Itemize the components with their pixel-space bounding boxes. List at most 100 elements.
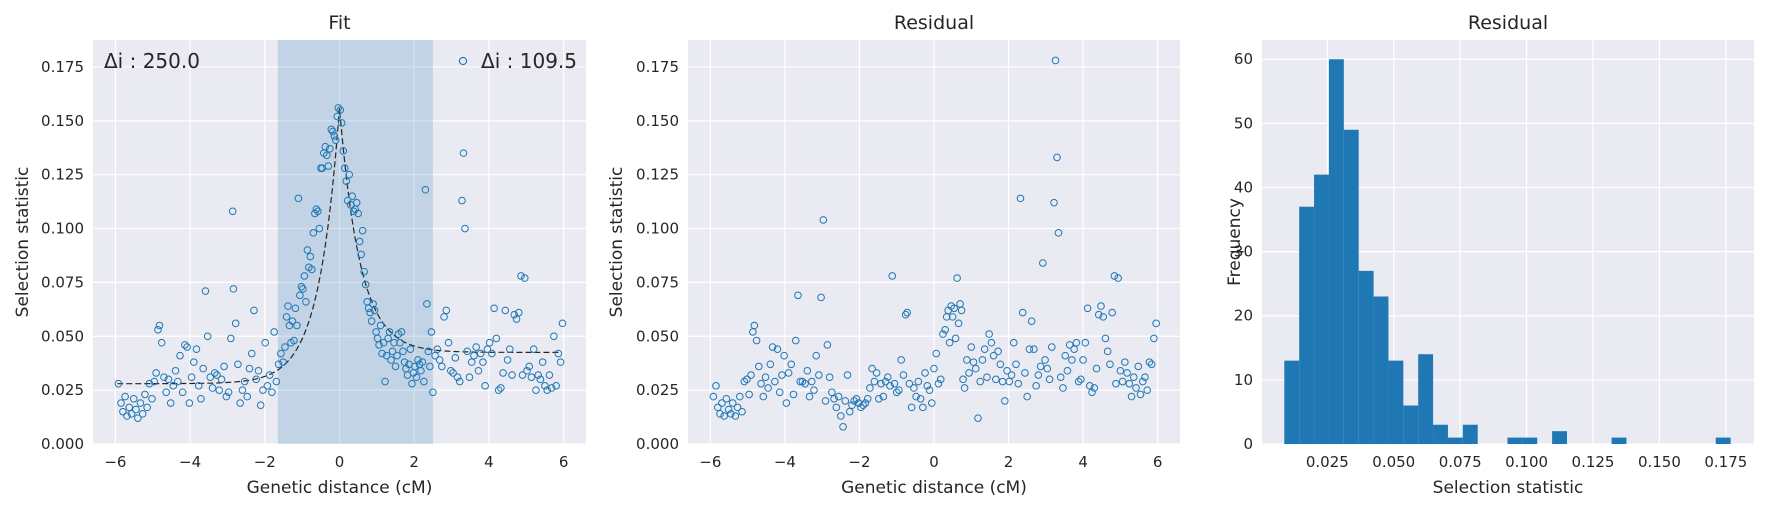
residual-scatter-point xyxy=(1090,384,1099,392)
fit-point xyxy=(327,125,336,134)
fit-point xyxy=(250,306,258,315)
fit-point xyxy=(328,127,337,136)
residual-scatter-point xyxy=(1072,338,1081,347)
residual-scatter-point xyxy=(815,371,823,379)
residual-scatter-point xyxy=(939,330,947,338)
residual-scatter-point xyxy=(861,399,870,407)
residual-scatter-point xyxy=(823,341,832,349)
fit-point xyxy=(194,382,203,390)
residual-scatter-point xyxy=(994,347,1002,356)
residual-scatter-point xyxy=(784,369,793,377)
histogram-bar xyxy=(1522,437,1538,444)
fit-point xyxy=(558,319,567,328)
fit-point xyxy=(527,373,536,382)
fit-point xyxy=(543,386,551,394)
fit-y-axis-label: Selection statistic xyxy=(13,167,33,318)
residual-scatter-point xyxy=(992,375,1000,384)
residual-scatter-point xyxy=(1053,153,1061,162)
fit-point xyxy=(272,377,281,386)
residual-scatter-point xyxy=(978,356,987,364)
residual-scatter-point xyxy=(927,399,936,407)
fit-title: Fit xyxy=(328,12,350,34)
fit-point xyxy=(309,229,318,237)
residual-scatter-point xyxy=(727,410,735,418)
residual-scatter-point xyxy=(985,330,993,338)
residual-scatter-point xyxy=(1150,334,1158,343)
residual-histogram-x-tick-label: 0.050 xyxy=(1372,453,1415,471)
fit-point xyxy=(399,347,407,356)
fit-point xyxy=(488,349,496,358)
fit-point xyxy=(345,170,354,179)
fit-y-tick-label: 0.050 xyxy=(41,327,84,345)
residual-scatter-point xyxy=(747,371,755,379)
fit-point xyxy=(150,377,159,386)
fit-point xyxy=(247,349,256,358)
fit-point xyxy=(143,403,151,412)
fit-point xyxy=(270,328,278,336)
residual-scatter-x-axis-label: Genetic distance (cM) xyxy=(841,478,1027,498)
residual-scatter-point xyxy=(724,405,733,414)
fit-point xyxy=(556,358,565,366)
fit-point xyxy=(525,362,534,371)
fit-x-tick-label: 0 xyxy=(335,453,345,471)
fit-point xyxy=(370,306,379,315)
fit-point xyxy=(352,198,361,207)
fit-point xyxy=(129,394,138,403)
residual-scatter-point xyxy=(1012,360,1020,369)
residual-scatter-point xyxy=(859,401,867,410)
residual-scatter-point xyxy=(866,384,874,392)
fit-point xyxy=(438,362,446,371)
residual-scatter-point xyxy=(925,386,934,394)
residual-histogram-y-tick-label: 60 xyxy=(1234,50,1253,68)
fit-point xyxy=(470,351,478,360)
residual-scatter-point xyxy=(1094,310,1103,319)
fit-point xyxy=(357,250,365,259)
fit-point xyxy=(155,321,164,330)
fit-point xyxy=(281,343,289,351)
histogram-bar xyxy=(1462,424,1478,444)
residual-scatter-point xyxy=(916,394,925,403)
fit-point xyxy=(412,373,421,382)
residual-scatter-point xyxy=(1032,382,1040,390)
residual-scatter-x-ticks: −6 −4 −2 0 2 4 6 xyxy=(699,453,1162,471)
fit-y-tick-label: 0.000 xyxy=(41,435,84,453)
residual-scatter-point xyxy=(1023,392,1031,401)
residual-scatter-point xyxy=(1141,373,1149,382)
fit-point xyxy=(444,338,453,347)
residual-scatter-point xyxy=(945,338,954,347)
residual-scatter-point xyxy=(899,371,908,379)
residual-histogram-y-tick-label: 30 xyxy=(1234,243,1253,261)
fit-point xyxy=(449,369,457,377)
residual-scatter-point xyxy=(805,392,814,401)
residual-scatter-point xyxy=(1039,259,1047,267)
residual-histogram-y-tick-label: 0 xyxy=(1243,435,1253,453)
residual-scatter-point xyxy=(1077,375,1085,384)
residual-scatter-point xyxy=(1123,369,1131,377)
residual-scatter-point xyxy=(1005,377,1014,386)
residual-scatter-point xyxy=(1152,319,1160,328)
residual-scatter-point xyxy=(1041,356,1049,364)
residual-scatter-point xyxy=(1125,379,1134,388)
fit-point xyxy=(201,287,210,295)
histogram-bar xyxy=(1418,354,1434,444)
fit-point xyxy=(152,369,160,377)
residual-scatter-point xyxy=(736,392,744,401)
residual-scatter-point xyxy=(936,375,945,384)
residual-scatter-point xyxy=(810,386,818,394)
residual-scatter-x-tick-label: −4 xyxy=(774,453,796,471)
histogram-bar xyxy=(1343,129,1359,444)
fit-point xyxy=(321,142,330,151)
fit-point xyxy=(442,306,451,315)
fit-point xyxy=(117,399,125,407)
residual-scatter-point xyxy=(709,392,718,401)
residual-scatter-point xyxy=(1070,345,1078,353)
fit-point xyxy=(123,412,131,420)
residual-scatter-point xyxy=(1009,338,1018,347)
residual-scatter-point xyxy=(1121,358,1129,366)
fit-point xyxy=(306,252,315,261)
fit-point xyxy=(183,343,191,351)
fit-point xyxy=(479,358,487,366)
residual-scatter-point xyxy=(895,386,903,394)
residual-scatter-point xyxy=(728,399,737,407)
fit-point xyxy=(459,149,468,157)
